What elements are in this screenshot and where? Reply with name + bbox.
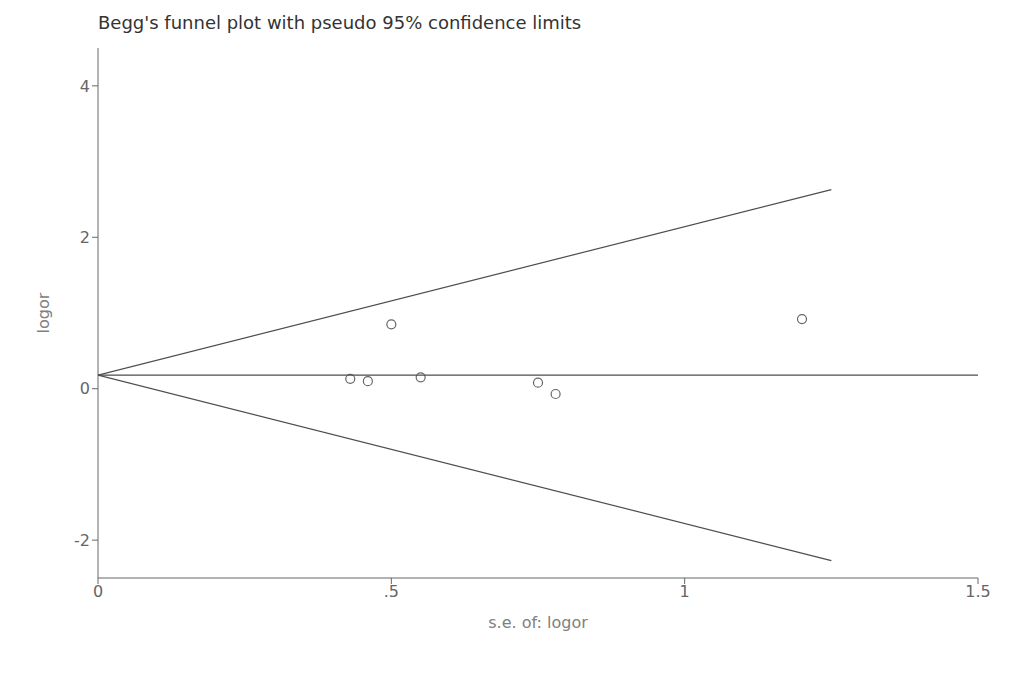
svg-text:1.5: 1.5	[965, 582, 990, 601]
svg-text:0: 0	[80, 379, 90, 398]
svg-text:logor: logor	[34, 292, 53, 333]
svg-text:1: 1	[680, 582, 690, 601]
svg-text:-2: -2	[74, 531, 90, 550]
html-text:Begg's funnel plot with pseudo: Begg's funnel plot with pseudo 95% confi…	[98, 12, 582, 33]
svg-text:s.e. of: logor: s.e. of: logor	[488, 613, 588, 632]
svg-text:4: 4	[80, 77, 90, 96]
svg-text:2: 2	[80, 228, 90, 247]
svg-text:.5: .5	[384, 582, 399, 601]
svg-text:0: 0	[93, 582, 103, 601]
